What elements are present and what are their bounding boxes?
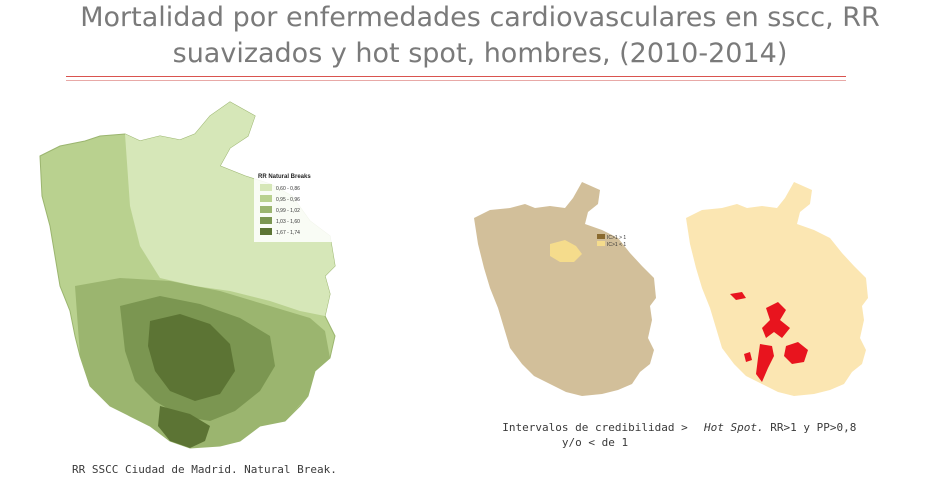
credibility-lt1-area: [550, 240, 582, 262]
hot-spot-map: [682, 178, 882, 398]
hot-spot-cluster-west: [730, 292, 746, 300]
core-zone-2: [148, 314, 235, 401]
rr-legend-swatch-2: [260, 195, 272, 202]
rr-map-caption: RR SSCC Ciudad de Madrid. Natural Break.: [72, 463, 337, 476]
credibility-map-caption: Intervalos de credibilidad > y/o < de 1: [500, 420, 690, 450]
hot-spot-cluster-small: [744, 352, 752, 362]
rr-legend-swatch-5: [260, 228, 272, 235]
hot-spot-cluster-south: [756, 344, 774, 382]
rr-legend-swatch-3: [260, 206, 272, 213]
rr-legend-title: RR Natural Breaks: [258, 174, 311, 180]
rr-legend-label-5: 1,67 - 1,74: [276, 230, 300, 236]
hot-spot-caption-rest: RR>1 y PP>0,8: [763, 421, 857, 434]
credibility-legend-swatch-lt1: [597, 241, 605, 246]
credibility-interval-map: IC>1 > 1 IC>1 < 1: [470, 178, 670, 398]
rr-legend-label-3: 0,99 - 1,02: [276, 208, 300, 214]
hot-spot-map-caption: Hot Spot. RR>1 y PP>0,8: [704, 420, 856, 435]
slide-title-line-1: Mortalidad por enfermedades cardiovascul…: [80, 2, 880, 33]
credibility-base-area: [474, 182, 656, 396]
hot-spot-caption-prefix: Hot Spot.: [704, 421, 764, 434]
credibility-caption-line-1: Intervalos de credibilidad >: [502, 421, 688, 434]
title-divider-secondary: [66, 80, 846, 81]
credibility-legend: IC>1 > 1 IC>1 < 1: [597, 234, 626, 248]
rr-natural-breaks-map: RR Natural Breaks 0,60 - 0,86 0,95 - 0,9…: [30, 96, 360, 466]
credibility-legend-label-lt1: IC>1 < 1: [607, 242, 626, 248]
credibility-legend-label-gt1: IC>1 > 1: [607, 235, 626, 241]
rr-legend-label-2: 0,95 - 0,96: [276, 197, 300, 203]
hot-spot-cluster-central: [762, 302, 790, 338]
rr-legend-swatch-4: [260, 217, 272, 224]
hot-spot-clusters: [730, 292, 808, 382]
hot-spot-cluster-east: [784, 342, 808, 364]
rr-map-canvas: RR Natural Breaks 0,60 - 0,86 0,95 - 0,9…: [39, 101, 338, 449]
hot-spot-map-canvas: [686, 182, 868, 396]
north-zone: [125, 102, 335, 316]
south-zone: [158, 406, 210, 448]
slide-title-line-2: suavizados y hot spot, hombres, (2010-20…: [172, 38, 788, 69]
credibility-legend-swatch-gt1: [597, 234, 605, 239]
slide-title: Mortalidad por enfermedades cardiovascul…: [60, 0, 900, 72]
rr-legend-swatch-1: [260, 184, 272, 191]
title-divider: [66, 76, 846, 77]
credibility-map-canvas: IC>1 > 1 IC>1 < 1: [474, 182, 656, 396]
credibility-caption-line-2: y/o < de 1: [561, 436, 629, 449]
rr-legend: RR Natural Breaks 0,60 - 0,86 0,95 - 0,9…: [254, 170, 338, 242]
rr-legend-label-1: 0,60 - 0,86: [276, 186, 300, 192]
rr-legend-label-4: 1,03 - 1,60: [276, 219, 300, 225]
hot-spot-base-area: [686, 182, 868, 396]
